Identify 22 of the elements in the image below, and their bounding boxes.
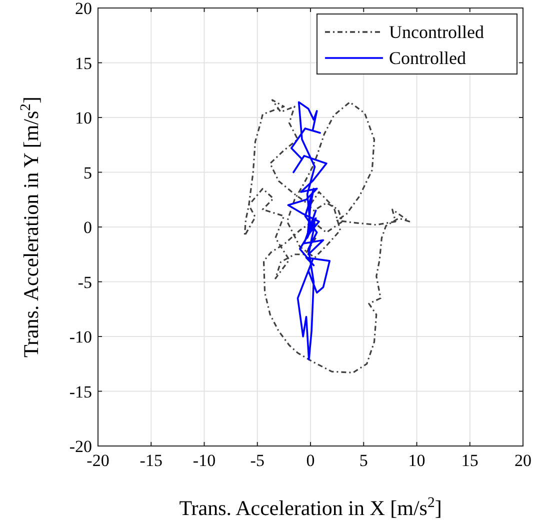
x-tick-label: 0 xyxy=(306,451,315,470)
x-tick-label: -15 xyxy=(140,451,162,470)
y-tick-label: -10 xyxy=(69,328,92,346)
line-series xyxy=(244,99,410,374)
y-tick-label: -15 xyxy=(69,382,92,402)
legend-label: Uncontrolled xyxy=(389,22,484,42)
x-tick-label: 15 xyxy=(461,451,478,470)
x-tick-label: 10 xyxy=(408,451,426,470)
x-tick-label: 5 xyxy=(359,451,368,470)
y-tick-label: 15 xyxy=(75,54,92,73)
y-tick-label: 0 xyxy=(84,218,92,237)
y-tick-label: 5 xyxy=(84,163,92,182)
y-tick-label: 10 xyxy=(75,108,92,128)
line-series xyxy=(287,101,331,360)
legend-label: Controlled xyxy=(389,48,466,68)
x-axis-title: Trans. Acceleration in X [m/s$^{2}$] xyxy=(179,495,442,520)
x-tick-label: 20 xyxy=(514,451,532,470)
y-tick-label: 20 xyxy=(75,0,92,18)
y-tick-label: -20 xyxy=(69,437,92,456)
x-tick-label: -10 xyxy=(192,451,216,470)
x-tick-label: -5 xyxy=(250,451,264,470)
y-tick-label: -5 xyxy=(78,272,92,292)
